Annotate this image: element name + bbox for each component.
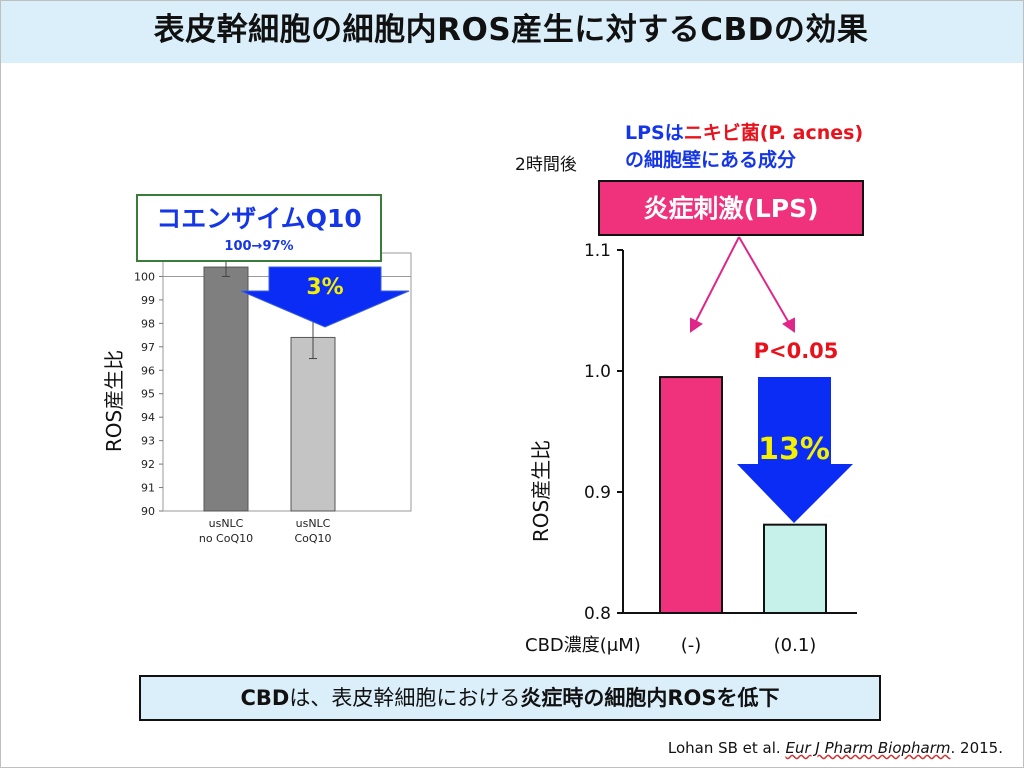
summary-box: CBDは、表皮幹細胞における炎症時の細胞内ROSを低下 xyxy=(139,675,881,721)
coq10-callout-sub: 100→97% xyxy=(224,239,293,254)
left-ytick-label: 91 xyxy=(141,482,155,495)
lps-note-line1-a: LPSは xyxy=(625,122,684,144)
citation: Lohan SB et al. Eur J Pharm Biopharm. 20… xyxy=(668,739,1003,757)
left-ytick-label: 95 xyxy=(141,388,155,401)
summary-cbd: CBD xyxy=(240,686,290,710)
right-chart-xtitle: CBD濃度(μM) xyxy=(525,635,641,656)
right-bar xyxy=(763,523,827,615)
lps-stim-box xyxy=(598,180,864,236)
left-ytick-label: 100 xyxy=(134,270,155,283)
left-arrow-label: 3% xyxy=(306,275,343,300)
summary-emphasis: 炎症時の細胞内ROSを低下 xyxy=(520,686,780,710)
left-bar xyxy=(203,266,249,512)
right-ytick-label: 0.9 xyxy=(584,483,611,503)
left-chart-categories: usNLC no CoQ10 usNLC CoQ10 xyxy=(199,517,332,545)
right-ytick-label: 1.0 xyxy=(584,362,611,382)
coq10-callout-title: コエンザイムQ10 xyxy=(156,204,362,233)
right-down-arrow xyxy=(737,377,853,523)
left-down-arrow xyxy=(240,266,410,328)
left-ytick-label: 94 xyxy=(141,411,155,424)
left-category-label: usNLC xyxy=(296,517,331,530)
citation-year: . 2015. xyxy=(950,739,1003,757)
left-ytick-label: 98 xyxy=(141,317,155,330)
lps-pointer-arrows xyxy=(690,236,795,333)
left-chart-bars xyxy=(203,257,336,512)
left-category-label: usNLC xyxy=(209,517,244,530)
right-category-label: (-) xyxy=(681,635,702,656)
left-category-label: CoQ10 xyxy=(294,532,331,545)
right-chart-categories: (-) (0.1) xyxy=(681,635,817,656)
lps-note-line1: LPSはニキビ菌(P. acnes) xyxy=(625,121,863,144)
right-ytick-label: 0.8 xyxy=(584,604,611,624)
left-category-label: no CoQ10 xyxy=(199,532,253,545)
right-category-label: (0.1) xyxy=(774,635,817,656)
p-value-label: P<0.05 xyxy=(754,339,839,363)
lps-note-line2: の細胞壁にある成分 xyxy=(625,148,796,171)
left-ytick-label: 90 xyxy=(141,505,155,518)
right-chart-bars xyxy=(659,376,827,615)
citation-authors: Lohan SB et al. xyxy=(667,739,786,757)
title-bar: 表皮幹細胞の細胞内ROS産生に対するCBDの効果 xyxy=(1,1,1023,63)
left-chart-ticks: 90 91 92 93 94 95 96 97 98 99 100 xyxy=(134,270,163,518)
citation-journal: Eur J Pharm Biopharm xyxy=(785,739,951,757)
lps-stim-label: 炎症刺激(LPS) xyxy=(643,194,818,223)
slide-title: 表皮幹細胞の細胞内ROS産生に対するCBDの効果 xyxy=(153,12,869,48)
right-ytick-label: 1.1 xyxy=(584,241,611,261)
right-chart-ticks: 0.8 0.9 1.0 1.1 xyxy=(584,241,623,624)
coq10-callout-box xyxy=(136,194,382,262)
left-ytick-label: 93 xyxy=(141,435,155,448)
left-ytick-label: 92 xyxy=(141,458,155,471)
left-ytick-label: 97 xyxy=(141,341,155,354)
left-chart-ylabel: ROS産生比 xyxy=(102,350,126,452)
right-arrow-label: 13% xyxy=(758,432,830,467)
summary-middle: は、表皮幹細胞における xyxy=(289,686,521,710)
time-label: 2時間後 xyxy=(515,155,577,175)
right-chart-ylabel: ROS産生比 xyxy=(529,440,553,542)
left-ytick-label: 96 xyxy=(141,364,155,377)
left-ytick-label: 99 xyxy=(141,294,155,307)
lps-note-line1-b: ニキビ菌(P. acnes) xyxy=(684,121,863,144)
right-bar xyxy=(659,376,723,614)
left-bar xyxy=(290,336,336,512)
right-chart: LPSはニキビ菌(P. acnes) の細胞壁にある成分 2時間後 炎症刺激(L… xyxy=(515,121,864,656)
